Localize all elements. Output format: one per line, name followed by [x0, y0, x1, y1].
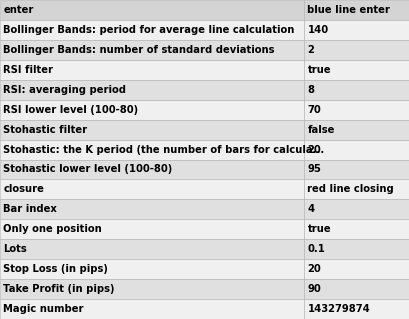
Bar — [0, 120, 303, 140]
Bar — [0, 140, 303, 160]
Bar — [303, 259, 409, 279]
Text: Lots: Lots — [3, 244, 27, 254]
Bar — [303, 80, 409, 100]
Text: 8: 8 — [307, 85, 314, 95]
Text: Stohastic: the K period (the number of bars for calcula...: Stohastic: the K period (the number of b… — [3, 145, 324, 154]
Bar — [303, 219, 409, 239]
Text: 70: 70 — [307, 105, 321, 115]
Text: Take Profit (in pips): Take Profit (in pips) — [3, 284, 115, 294]
Text: 143279874: 143279874 — [307, 304, 369, 314]
Bar — [303, 40, 409, 60]
Bar — [303, 179, 409, 199]
Text: 20: 20 — [307, 264, 321, 274]
Bar — [303, 160, 409, 179]
Text: blue line enter: blue line enter — [307, 5, 389, 15]
Bar — [303, 120, 409, 140]
Bar — [303, 100, 409, 120]
Bar — [303, 299, 409, 319]
Bar — [303, 0, 409, 20]
Bar — [0, 279, 303, 299]
Text: 90: 90 — [307, 284, 321, 294]
Bar — [0, 199, 303, 219]
Bar — [303, 60, 409, 80]
Text: RSI lower level (100-80): RSI lower level (100-80) — [3, 105, 138, 115]
Bar — [0, 20, 303, 40]
Text: 20: 20 — [307, 145, 321, 154]
Text: Stop Loss (in pips): Stop Loss (in pips) — [3, 264, 108, 274]
Bar — [0, 219, 303, 239]
Text: 140: 140 — [307, 25, 328, 35]
Text: Bar index: Bar index — [3, 204, 57, 214]
Bar — [0, 80, 303, 100]
Bar — [0, 259, 303, 279]
Text: RSI: averaging period: RSI: averaging period — [3, 85, 126, 95]
Bar — [303, 279, 409, 299]
Text: 0.1: 0.1 — [307, 244, 325, 254]
Text: true: true — [307, 65, 330, 75]
Bar — [0, 239, 303, 259]
Text: red line closing: red line closing — [307, 184, 393, 194]
Text: enter: enter — [3, 5, 34, 15]
Bar — [303, 140, 409, 160]
Bar — [0, 60, 303, 80]
Bar — [0, 40, 303, 60]
Bar — [303, 199, 409, 219]
Bar — [303, 20, 409, 40]
Text: Bollinger Bands: period for average line calculation: Bollinger Bands: period for average line… — [3, 25, 294, 35]
Text: 4: 4 — [307, 204, 314, 214]
Text: Magic number: Magic number — [3, 304, 83, 314]
Text: Bollinger Bands: number of standard deviations: Bollinger Bands: number of standard devi… — [3, 45, 274, 55]
Bar — [0, 160, 303, 179]
Bar — [0, 179, 303, 199]
Text: true: true — [307, 224, 330, 234]
Text: Stohastic filter: Stohastic filter — [3, 125, 87, 135]
Text: closure: closure — [3, 184, 44, 194]
Bar — [303, 239, 409, 259]
Text: false: false — [307, 125, 334, 135]
Bar — [0, 100, 303, 120]
Bar — [0, 0, 303, 20]
Text: Only one position: Only one position — [3, 224, 102, 234]
Text: 95: 95 — [307, 165, 321, 174]
Bar — [0, 299, 303, 319]
Text: Stohastic lower level (100-80): Stohastic lower level (100-80) — [3, 165, 172, 174]
Text: 2: 2 — [307, 45, 314, 55]
Text: RSI filter: RSI filter — [3, 65, 53, 75]
